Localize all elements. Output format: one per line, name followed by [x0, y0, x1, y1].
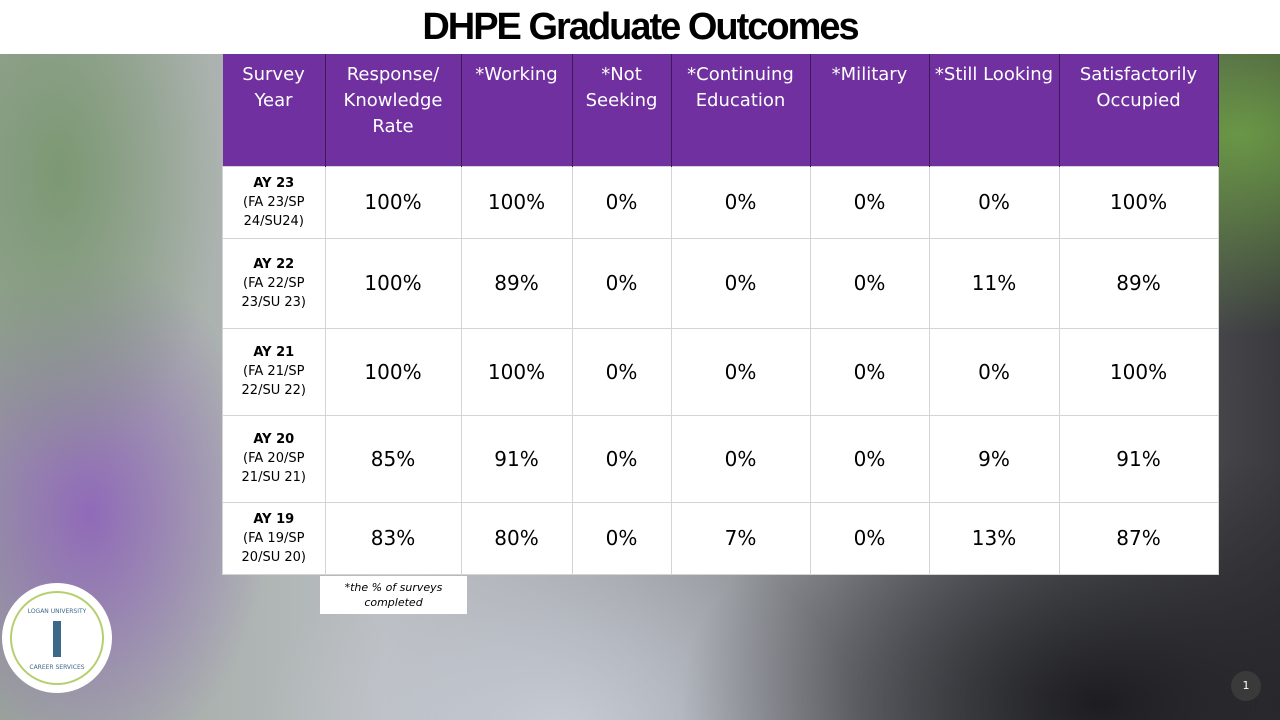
- value-cell: 9%: [928, 414, 1060, 503]
- table-row: AY 20 (FA 20/SP 21/SU 21) 85% 91% 0% 0% 0% 9% 91…: [222, 414, 1219, 503]
- value-cell: 91%: [1058, 414, 1219, 503]
- value-cell: 11%: [928, 237, 1060, 329]
- column-header: Survey Year: [222, 54, 326, 166]
- value-cell: 89%: [460, 237, 573, 329]
- survey-terms: (FA 22/SP 23/SU 23): [241, 275, 306, 310]
- table-row: AY 23 (FA 23/SP 24/SU24) 100% 100% 0% 0% 0% 0% 1…: [222, 165, 1219, 239]
- column-header: Satisfactorily Occupied: [1059, 54, 1219, 166]
- logo-text: LOGAN UNIVERSITY: [28, 608, 87, 615]
- logo: LOGAN UNIVERSITY CAREER SERVICES: [2, 583, 112, 693]
- value-cell: 89%: [1058, 237, 1219, 329]
- outcomes-table: Survey Year Response/ Knowledge Rate *Work…: [222, 54, 1219, 575]
- value-cell: 0%: [928, 327, 1060, 416]
- survey-terms: (FA 19/SP 20/SU 20): [241, 530, 306, 565]
- slide-title: DHPE Graduate Outcomes: [422, 6, 859, 48]
- value-cell: 13%: [928, 501, 1060, 575]
- page-number: 1: [1231, 671, 1261, 701]
- value-cell: 80%: [460, 501, 573, 575]
- survey-year: AY 22: [253, 256, 295, 272]
- value-cell: 100%: [1058, 165, 1219, 239]
- column-header: *Military: [810, 54, 930, 166]
- value-cell: 0%: [928, 165, 1060, 239]
- value-cell: 0%: [670, 414, 811, 503]
- value-cell: 7%: [670, 501, 811, 575]
- value-cell: 0%: [670, 165, 811, 239]
- value-cell: 0%: [809, 327, 930, 416]
- survey-year-cell: AY 19 (FA 19/SP 20/SU 20): [222, 501, 326, 575]
- survey-year: AY 19: [253, 511, 295, 527]
- footnote: *the % of surveys completed: [320, 576, 467, 614]
- value-cell: 0%: [571, 327, 672, 416]
- survey-terms: (FA 21/SP 22/SU 22): [241, 364, 306, 398]
- survey-year-cell: AY 20 (FA 20/SP 21/SU 21): [222, 414, 326, 503]
- table-row: AY 19 (FA 19/SP 20/SU 20) 83% 80% 0% 7% 0% 13% 8…: [222, 501, 1219, 575]
- survey-terms: (FA 20/SP 21/SU 21): [241, 451, 306, 485]
- value-cell: 0%: [809, 165, 930, 239]
- value-cell: 0%: [571, 237, 672, 329]
- value-cell: 0%: [670, 327, 811, 416]
- column-header: Response/ Knowledge Rate: [325, 54, 462, 166]
- column-header: *Working: [461, 54, 573, 166]
- value-cell: 0%: [670, 237, 811, 329]
- survey-year-cell: AY 21 (FA 21/SP 22/SU 22): [222, 327, 326, 416]
- survey-terms: (FA 23/SP 24/SU24): [243, 194, 305, 229]
- value-cell: 0%: [809, 414, 930, 503]
- survey-year-cell: AY 22 (FA 22/SP 23/SU 23): [222, 237, 326, 329]
- column-header: *Continuing Education: [671, 54, 811, 166]
- value-cell: 100%: [324, 327, 462, 416]
- value-cell: 87%: [1058, 501, 1219, 575]
- value-cell: 100%: [460, 165, 573, 239]
- column-header: *Not Seeking: [572, 54, 672, 166]
- survey-year-cell: AY 23 (FA 23/SP 24/SU24): [222, 165, 326, 239]
- logo-ring: [10, 591, 104, 685]
- logo-tower: [53, 621, 61, 657]
- value-cell: 83%: [324, 501, 462, 575]
- value-cell: 100%: [324, 165, 462, 239]
- value-cell: 0%: [809, 237, 930, 329]
- value-cell: 0%: [571, 165, 672, 239]
- column-header: *Still Looking: [929, 54, 1060, 166]
- value-cell: 91%: [460, 414, 573, 503]
- value-cell: 0%: [571, 501, 672, 575]
- survey-year: AY 21: [253, 345, 295, 360]
- logo-text: CAREER SERVICES: [29, 664, 84, 671]
- value-cell: 100%: [324, 237, 462, 329]
- table-row: AY 21 (FA 21/SP 22/SU 22) 100% 100% 0% 0% 0% 0%…: [222, 327, 1219, 416]
- value-cell: 85%: [324, 414, 462, 503]
- survey-year: AY 20: [253, 432, 295, 447]
- value-cell: 100%: [1058, 327, 1219, 416]
- value-cell: 0%: [571, 414, 672, 503]
- value-cell: 100%: [460, 327, 573, 416]
- survey-year: AY 23: [253, 175, 295, 191]
- value-cell: 0%: [809, 501, 930, 575]
- header-row: Survey Year Response/ Knowledge Rate *Work…: [222, 54, 1219, 166]
- table-row: AY 22 (FA 22/SP 23/SU 23) 100% 89% 0% 0% 0% 11%…: [222, 237, 1219, 329]
